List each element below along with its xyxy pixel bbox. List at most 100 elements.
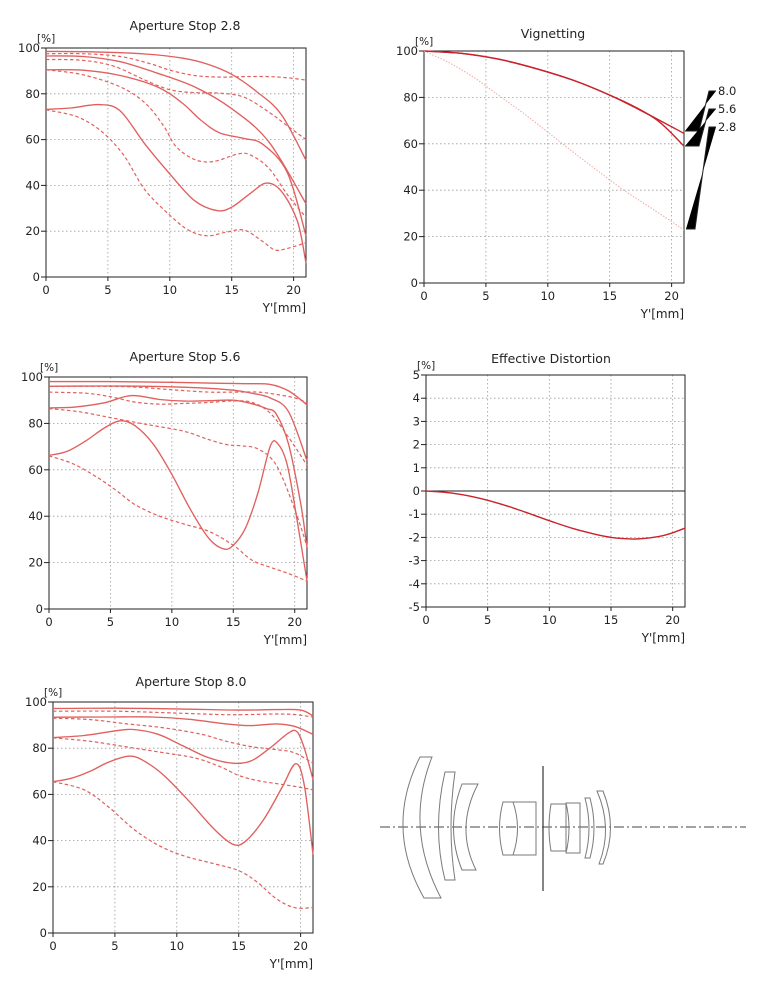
chart-title: Aperture Stop 8.0 — [136, 674, 247, 689]
series-solid-2 — [45, 55, 307, 205]
x-tick-label: 20 — [286, 283, 301, 297]
vignetting-legend: 8.0 5.6 2.8 — [685, 84, 736, 230]
y-tick-label: 80 — [403, 90, 418, 104]
series-dash-2 — [52, 717, 314, 764]
y-tick-label: 40 — [32, 834, 47, 848]
y-tick-label: 40 — [403, 183, 418, 197]
y-tick-label: 5 — [413, 368, 420, 382]
lens-construction-diagram — [380, 756, 746, 899]
x-tick-label: 20 — [293, 939, 308, 953]
mtf-chart-aperture-2-8: Aperture Stop 2.8 0 20 40 60 80 100 0 5 10 15 20 [%]… — [18, 18, 307, 315]
plot-frame — [48, 376, 308, 610]
y-tick-label: -4 — [409, 577, 420, 591]
legend-leader-8-0 — [685, 90, 716, 132]
y-tick-label: 80 — [32, 741, 47, 755]
mtf-chart-aperture-5-6: Aperture Stop 5.6 0 20 40 60 80 100 0 5 10 15 20 [%]… — [21, 349, 308, 647]
mtf-chart-aperture-8-0: Aperture Stop 8.0 0 20 40 60 80 100 0 5 10 15 20 [%]… — [25, 674, 314, 971]
y-tick-label: 60 — [25, 133, 40, 147]
y-axis-label: [%] — [417, 360, 435, 372]
chart-title: Vignetting — [521, 26, 585, 41]
series-dash-1 — [45, 52, 307, 81]
x-tick-label: 20 — [287, 615, 302, 629]
y-axis-label: [%] — [44, 687, 62, 699]
series-5-6 — [423, 50, 685, 147]
plot-frame — [52, 701, 314, 934]
series-solid-1 — [52, 707, 314, 717]
y-tick-label: 100 — [396, 44, 418, 58]
x-axis-label: Y'[mm] — [262, 301, 306, 315]
x-tick-label: 5 — [111, 939, 118, 953]
legend-label-8-0: 8.0 — [718, 84, 736, 98]
x-axis-label: Y'[mm] — [263, 633, 307, 647]
y-tick-label: -2 — [409, 530, 420, 544]
x-tick-label: 0 — [45, 615, 52, 629]
series-dash-1 — [48, 385, 308, 404]
series-dash-4 — [45, 109, 307, 251]
x-tick-label: 5 — [484, 613, 491, 627]
series-dash-3 — [52, 737, 314, 791]
y-axis-label: [%] — [37, 33, 55, 45]
x-tick-label: 10 — [162, 283, 177, 297]
x-tick-label: 10 — [542, 613, 557, 627]
vignetting-chart: Vignetting 0 20 40 60 80 100 0 5 10 15 20 [%] Y'[mm] — [396, 26, 685, 321]
y-tick-label: 0 — [36, 602, 43, 616]
y-axis-label: [%] — [40, 362, 58, 374]
y-tick-label: 20 — [28, 556, 43, 570]
series-solid-1 — [45, 50, 307, 161]
series-8-0 — [423, 50, 685, 135]
series-solid-3 — [52, 728, 314, 780]
y-tick-label: 0 — [33, 270, 40, 284]
series-dash-3 — [48, 408, 308, 547]
y-tick-label: 1 — [413, 461, 420, 475]
x-tick-label: 0 — [422, 613, 429, 627]
y-tick-label: 80 — [25, 87, 40, 101]
legend-label-2-8: 2.8 — [718, 120, 736, 134]
x-tick-label: 15 — [224, 283, 239, 297]
lens-element-7 — [584, 797, 595, 859]
y-tick-label: 0 — [40, 926, 47, 940]
series-solid-4 — [52, 755, 314, 855]
series-dash-3 — [45, 69, 307, 218]
x-tick-label: 10 — [169, 939, 184, 953]
series-solid-2 — [52, 716, 314, 735]
x-tick-label: 20 — [665, 613, 680, 627]
lens-element-6 — [565, 802, 581, 854]
y-tick-label: 2 — [413, 438, 420, 452]
x-tick-label: 15 — [226, 615, 241, 629]
y-tick-label: -3 — [409, 554, 420, 568]
chart-title: Effective Distortion — [491, 351, 611, 366]
lens-element-3 — [453, 783, 479, 871]
y-tick-label: -1 — [409, 507, 420, 521]
plot-frame — [423, 50, 685, 284]
x-tick-label: 15 — [231, 939, 246, 953]
x-tick-label: 15 — [604, 613, 619, 627]
y-tick-label: 40 — [25, 178, 40, 192]
y-tick-label: -5 — [409, 600, 420, 614]
lens-element-4 — [499, 801, 537, 856]
x-tick-label: 15 — [602, 289, 617, 303]
series-solid-3 — [45, 68, 307, 236]
series-solid-4 — [48, 420, 308, 582]
y-tick-label: 0 — [413, 484, 420, 498]
lens-element-1 — [402, 756, 442, 899]
x-tick-label: 0 — [42, 283, 49, 297]
x-tick-label: 0 — [420, 289, 427, 303]
y-tick-label: 80 — [28, 416, 43, 430]
x-axis-label: Y'[mm] — [640, 307, 684, 321]
chart-title: Aperture Stop 5.6 — [130, 349, 241, 364]
x-tick-label: 10 — [540, 289, 555, 303]
lens-element-4-interface — [512, 801, 518, 856]
series-dash-2 — [45, 58, 307, 141]
y-tick-label: 3 — [413, 414, 420, 428]
lens-element-5 — [548, 803, 567, 852]
series-dash-4 — [48, 455, 308, 582]
lens-element-2 — [438, 771, 456, 881]
x-tick-label: 5 — [107, 615, 114, 629]
y-tick-label: 100 — [21, 370, 43, 384]
x-axis-label: Y'[mm] — [269, 957, 313, 971]
series-solid-3 — [48, 394, 308, 548]
y-tick-label: 20 — [25, 224, 40, 238]
x-tick-label: 10 — [165, 615, 180, 629]
